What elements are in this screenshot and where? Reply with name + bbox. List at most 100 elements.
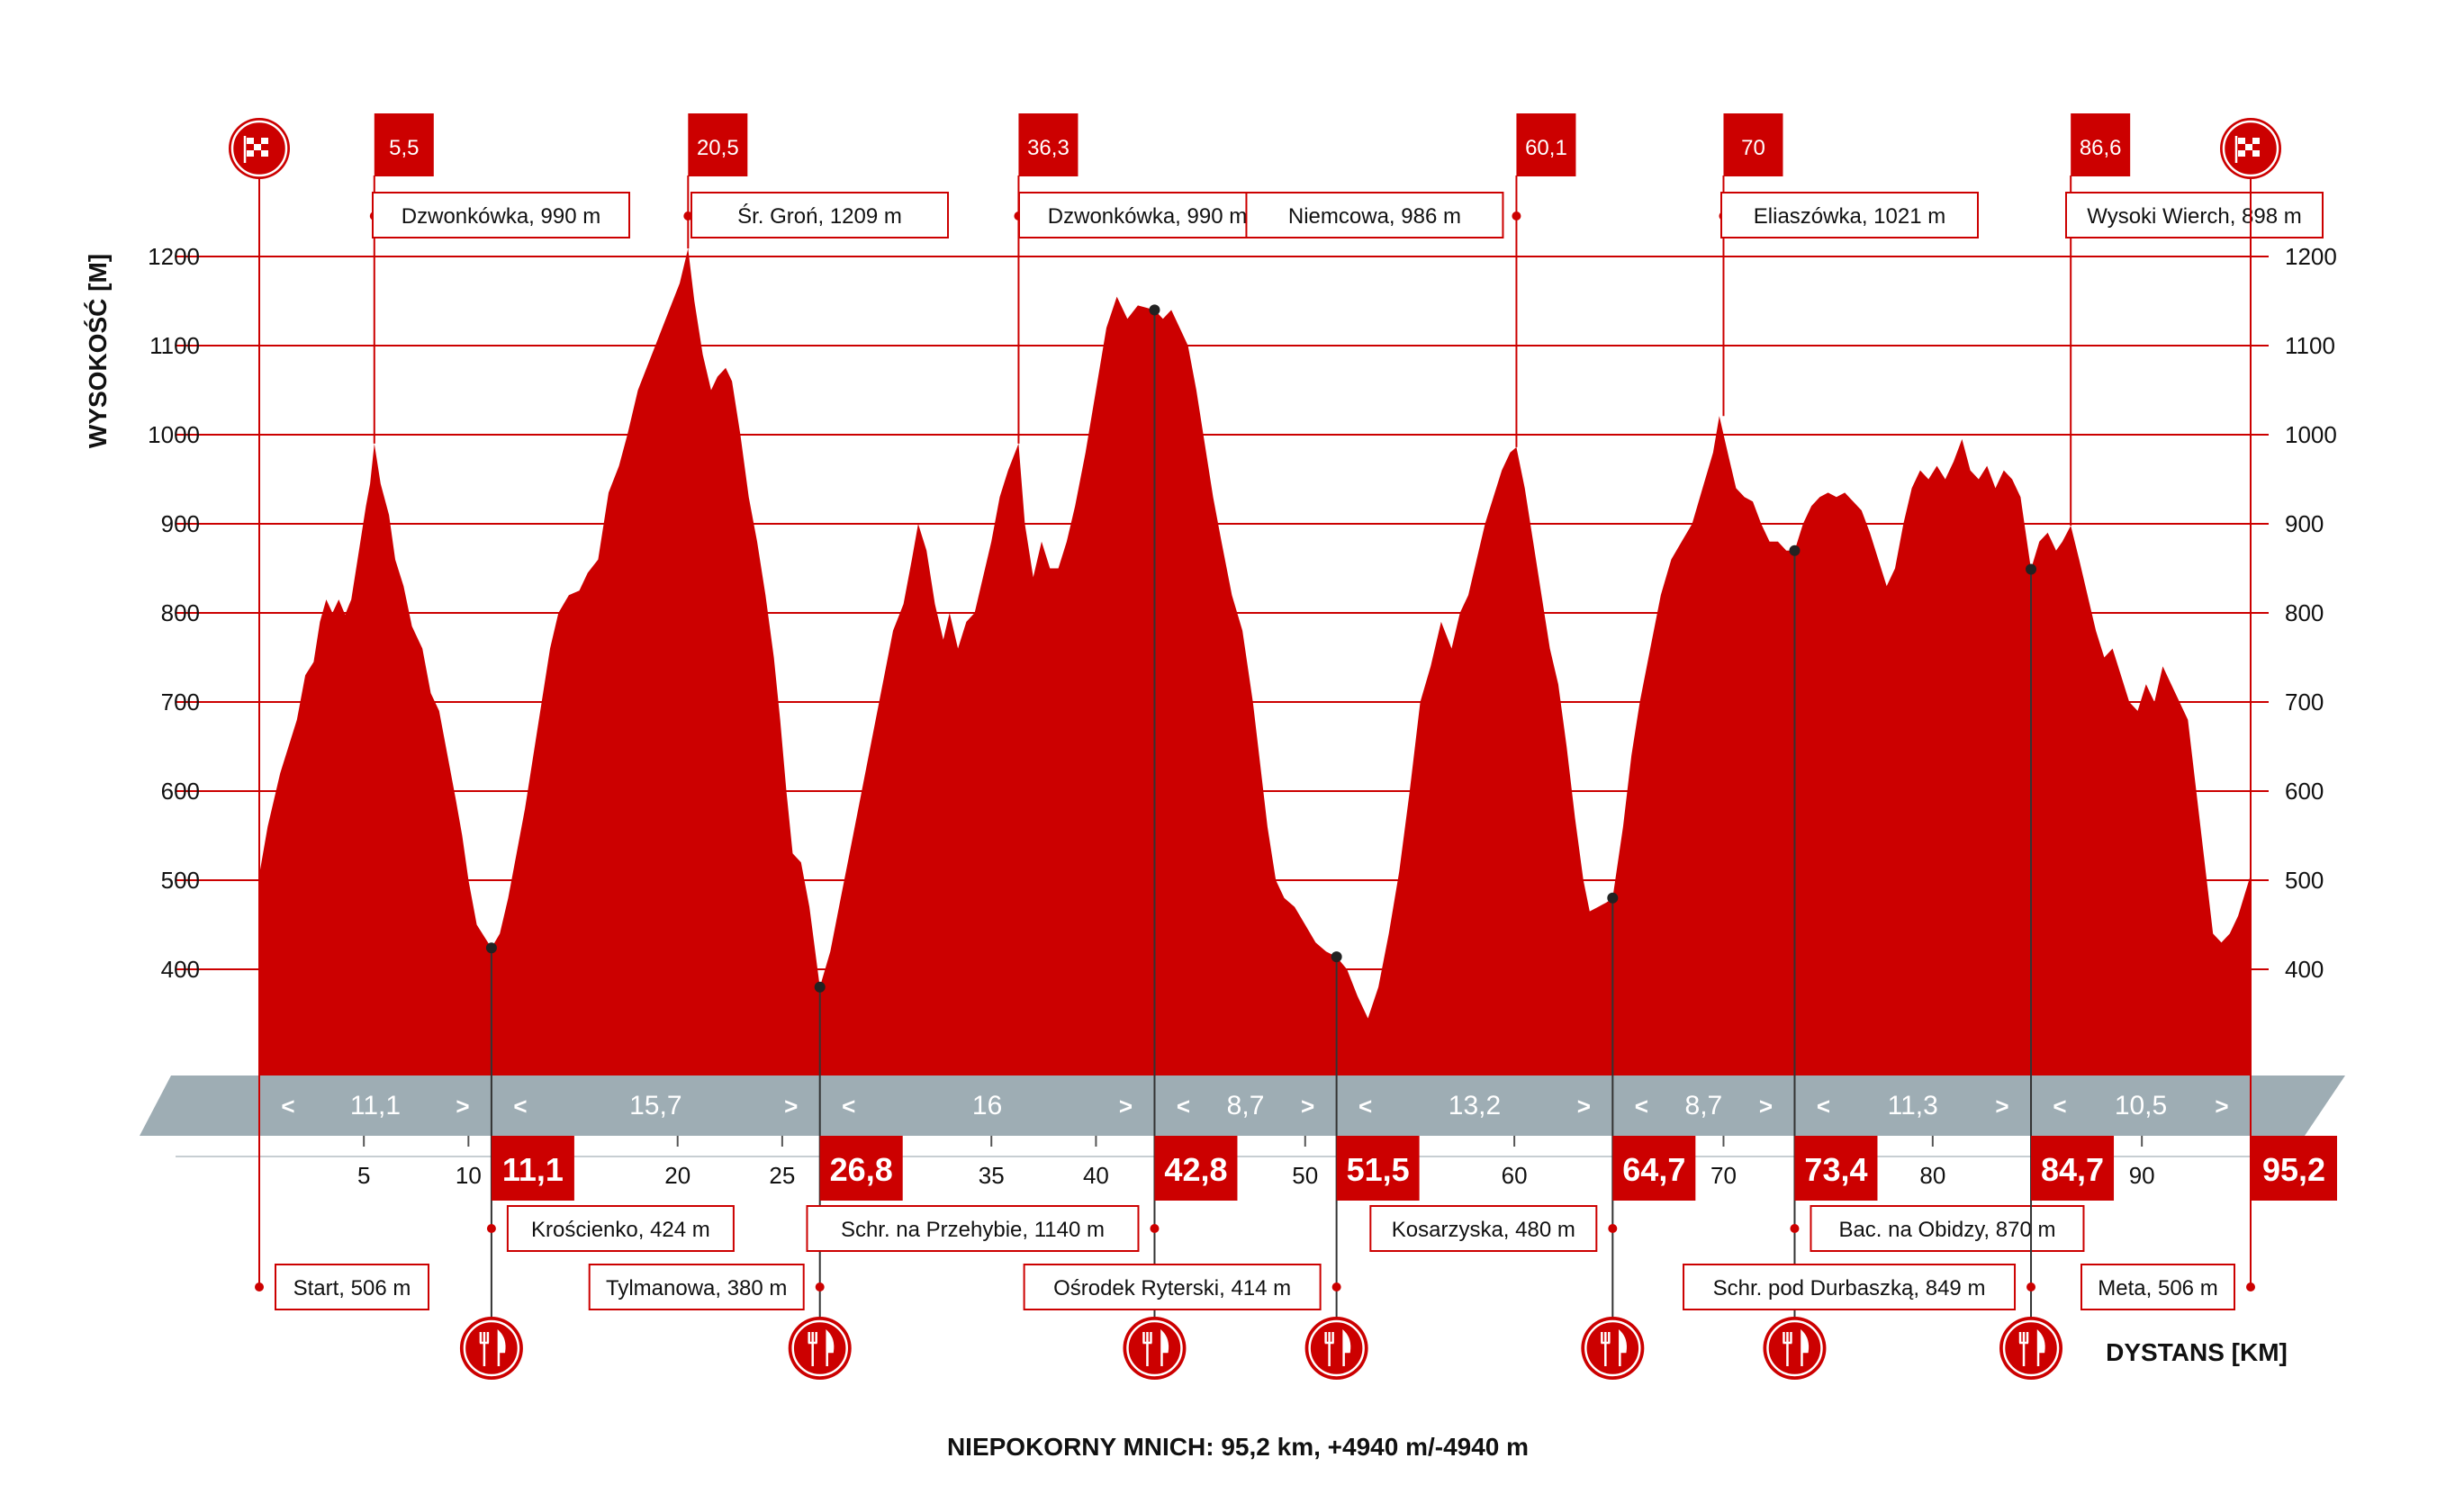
food-icon-bg: [1999, 1317, 2063, 1380]
fork-shape: [1142, 1332, 1152, 1366]
checkpoint-marker: [1789, 544, 1801, 556]
checkpoint-label-text: Kosarzyska, 480 m: [1392, 1218, 1575, 1242]
peak-km-badge: [1018, 113, 1079, 176]
checkpoint-label-text: Schr. na Przehybie, 1140 m: [841, 1218, 1105, 1242]
x-tick-label: 70: [1710, 1162, 1737, 1189]
knife-shape: [1619, 1328, 1627, 1366]
peak-km-value: 86,6: [2080, 136, 2122, 160]
checkpoint-marker: [1607, 892, 1619, 904]
food-icon-ring: [1126, 1319, 1183, 1377]
checkered-flag-icon: [229, 118, 290, 179]
flag-icon-square: [2238, 138, 2245, 144]
checkpoint-km-badge: [819, 1136, 903, 1201]
flag-icon-square: [2252, 150, 2260, 157]
flag-icon-ring: [230, 120, 288, 177]
checkpoint-label-box: [2080, 1264, 2235, 1310]
checkpoint-label-box: [1810, 1205, 2085, 1252]
peak-dot: [1512, 212, 1521, 220]
checkpoint-label-text: Tylmanowa, 380 m: [606, 1276, 787, 1300]
peak-label-box: [690, 192, 949, 238]
y-tick-label-right: 500: [2285, 867, 2324, 894]
y-tick-label-left: 1200: [148, 243, 200, 270]
fork-shape: [1783, 1332, 1792, 1366]
x-tick-label: 5: [357, 1162, 370, 1189]
checkpoint-label-text: Meta, 506 m: [2098, 1276, 2217, 1300]
markers: 5,5 Dzwonkówka, 990 m 20,5 Śr. Groń, 1209 m…: [229, 113, 2337, 1380]
checkpoint-dot: [486, 1224, 496, 1233]
checkpoint-km-badge: [1336, 1136, 1420, 1201]
food-icon-bg: [1581, 1317, 1645, 1380]
checkpoint-marker: [814, 981, 826, 993]
peak-label-text: Śr. Groń, 1209 m: [737, 203, 902, 229]
y-tick-label-left: 600: [161, 778, 200, 805]
fork-shape: [1601, 1332, 1611, 1366]
segment-arrow-right: >: [1119, 1093, 1133, 1120]
segment-band: 11,1 < >15,7 < >16 < >8,7 < >13,2 < >8,7 < >11,3 < >10…: [140, 1076, 2345, 1136]
checkpoint-km-badge: [491, 1136, 574, 1201]
segment-length: 13,2: [1449, 1091, 1501, 1120]
peak-km-value: 70: [1741, 136, 1765, 160]
segment-arrow-right: >: [2215, 1093, 2228, 1120]
knife-shape: [826, 1328, 835, 1366]
segment-arrow-left: <: [842, 1093, 855, 1120]
checkpoint-km-badge: [2031, 1136, 2115, 1201]
segment-length: 10,5: [2115, 1091, 2167, 1120]
food-icon-ring: [791, 1319, 848, 1377]
y-tick-label-right: 800: [2285, 599, 2324, 626]
checkpoint-label-text: Ośrodek Ryterski, 414 m: [1053, 1276, 1291, 1300]
checkpoint-label-box: [1369, 1205, 1598, 1252]
food-icon-ring: [2002, 1319, 2060, 1377]
checkpoint-label-box: [1683, 1264, 2017, 1310]
checkered-flag-icon: [2220, 118, 2281, 179]
fork-knife-icon: [1304, 1317, 1368, 1380]
segment-length: 8,7: [1685, 1091, 1723, 1120]
checkpoint-km-value: 64,7: [1622, 1151, 1685, 1188]
flag-icon-square: [254, 144, 261, 150]
flag-icon-square: [2245, 144, 2252, 150]
food-icon-bg: [459, 1317, 523, 1380]
checkpoint-km-badge: [1154, 1136, 1238, 1201]
segment-arrow-left: <: [513, 1093, 527, 1120]
fork-knife-icon: [1581, 1317, 1645, 1380]
checkpoint-km-value: 73,4: [1804, 1151, 1867, 1188]
food-icon-ring: [463, 1319, 520, 1377]
checkpoint-label-box: [806, 1205, 1140, 1252]
segment-arrow-right: >: [1301, 1093, 1314, 1120]
fork-shape: [1324, 1332, 1334, 1366]
checkpoint-km-value: 51,5: [1347, 1151, 1410, 1188]
x-tick-label: 80: [1919, 1162, 1945, 1189]
segment-length: 15,7: [629, 1091, 681, 1120]
checkpoint-dot: [1608, 1224, 1618, 1233]
peak-dot: [683, 212, 693, 220]
checkpoint-label-box: [275, 1264, 429, 1310]
peak-label-box: [372, 192, 630, 238]
checkpoint-label-box: [1023, 1264, 1322, 1310]
food-icon-bg: [1123, 1317, 1187, 1380]
segment-arrow-right: >: [784, 1093, 798, 1120]
fork-shape: [479, 1332, 490, 1366]
x-tick-label: 60: [1502, 1162, 1528, 1189]
x-tick-label: 20: [664, 1162, 690, 1189]
segment-length: 8,7: [1227, 1091, 1265, 1120]
checkpoint-marker: [1149, 304, 1160, 316]
flag-icon-square: [2238, 150, 2245, 157]
y-tick-label-left: 800: [161, 599, 200, 626]
chart-title: NIEPOKORNY MNICH: 95,2 km, +4940 m/-4940…: [947, 1433, 1529, 1461]
fork-knife-icon: [1999, 1317, 2063, 1380]
peak-km-value: 5,5: [389, 136, 419, 160]
peak-km-badge: [1723, 113, 1783, 176]
checkpoint-label-box: [506, 1205, 735, 1252]
checkpoint-marker: [485, 942, 497, 954]
segment-arrow-left: <: [281, 1093, 294, 1120]
y-tick-label-right: 700: [2285, 688, 2324, 716]
knife-shape: [1342, 1328, 1351, 1366]
flag-icon-square: [261, 150, 268, 157]
flag-icon-square: [247, 138, 254, 144]
checkpoint-km-value: 95,2: [2262, 1151, 2325, 1188]
segment-arrow-left: <: [2053, 1093, 2066, 1120]
peak-label-box: [1720, 192, 1979, 238]
knife-shape: [1160, 1328, 1169, 1366]
checkpoint-label-text: Schr. pod Durbaszką, 849 m: [1713, 1276, 1986, 1300]
segment-length: 11,3: [1888, 1091, 1938, 1120]
